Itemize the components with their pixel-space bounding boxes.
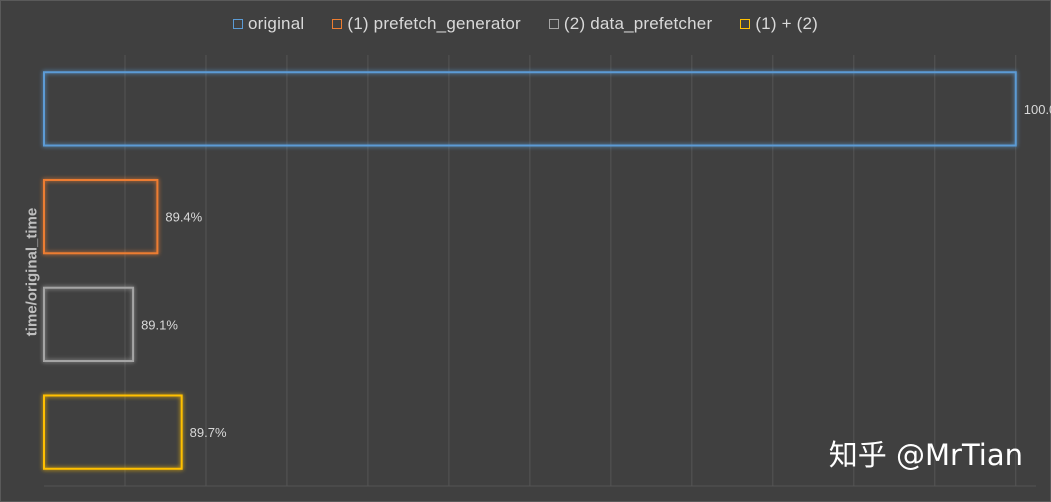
bar-0 [43,71,1017,147]
data-label-2: 89.1% [141,317,178,332]
data-label-3: 89.7% [190,425,227,440]
bar-3 [43,394,183,470]
bar-1 [43,178,159,255]
watermark: 知乎 @MrTian [828,438,1023,472]
legend-label-combined: (1) + (2) [755,14,819,33]
legend-swatch-prefetch-generator [332,19,343,29]
legend-item-data-prefetcher: (2) data_prefetcher [548,14,713,34]
legend-item-prefetch-generator: (1) prefetch_generator [332,14,521,34]
legend-swatch-combined [740,19,751,29]
legend-label-data-prefetcher: (2) data_prefetcher [563,14,713,33]
legend-label-prefetch-generator: (1) prefetch_generator [347,14,521,33]
legend-swatch-data-prefetcher [548,19,559,29]
legend-label-original: original [247,14,305,33]
legend-item-combined: (1) + (2) [740,14,818,34]
chart-legend: original (1) prefetch_generator (2) data… [0,14,1051,34]
legend-item-original: original [232,14,305,34]
legend-swatch-original [232,19,243,29]
data-label-1: 89.4% [165,210,202,225]
data-label-0: 100.0% [1024,102,1051,117]
bar-2 [43,286,135,363]
